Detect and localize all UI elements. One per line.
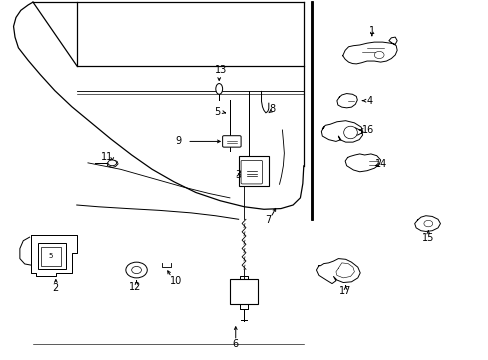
- Text: 8: 8: [269, 104, 275, 113]
- Text: 3: 3: [235, 170, 241, 180]
- Text: 13: 13: [215, 65, 227, 75]
- FancyBboxPatch shape: [38, 243, 66, 269]
- Polygon shape: [30, 235, 77, 276]
- Polygon shape: [342, 37, 396, 64]
- Text: 11: 11: [101, 152, 113, 162]
- Text: 14: 14: [374, 159, 386, 169]
- Text: 5: 5: [214, 107, 221, 117]
- Text: 10: 10: [170, 276, 182, 286]
- FancyBboxPatch shape: [229, 279, 258, 304]
- Ellipse shape: [343, 126, 357, 139]
- Circle shape: [373, 51, 383, 59]
- Circle shape: [125, 262, 147, 278]
- Text: 6: 6: [232, 339, 238, 349]
- Text: 1: 1: [368, 26, 374, 36]
- FancyBboxPatch shape: [222, 136, 241, 147]
- Ellipse shape: [215, 84, 222, 94]
- Text: 16: 16: [362, 125, 374, 135]
- FancyBboxPatch shape: [241, 160, 262, 184]
- Text: 12: 12: [129, 282, 141, 292]
- Circle shape: [131, 266, 141, 274]
- Polygon shape: [321, 121, 362, 142]
- FancyBboxPatch shape: [238, 156, 268, 186]
- Text: 2: 2: [53, 283, 59, 293]
- Polygon shape: [335, 263, 354, 278]
- Text: 5: 5: [49, 253, 53, 260]
- FancyBboxPatch shape: [41, 247, 61, 266]
- Text: 4: 4: [366, 96, 372, 106]
- Polygon shape: [316, 258, 360, 284]
- Text: 9: 9: [176, 136, 182, 147]
- Polygon shape: [414, 216, 440, 231]
- Polygon shape: [336, 94, 357, 108]
- Circle shape: [423, 220, 432, 227]
- Text: 15: 15: [421, 233, 434, 243]
- Ellipse shape: [108, 160, 116, 166]
- Polygon shape: [345, 154, 380, 172]
- Text: 7: 7: [265, 215, 271, 225]
- Text: 17: 17: [339, 287, 351, 296]
